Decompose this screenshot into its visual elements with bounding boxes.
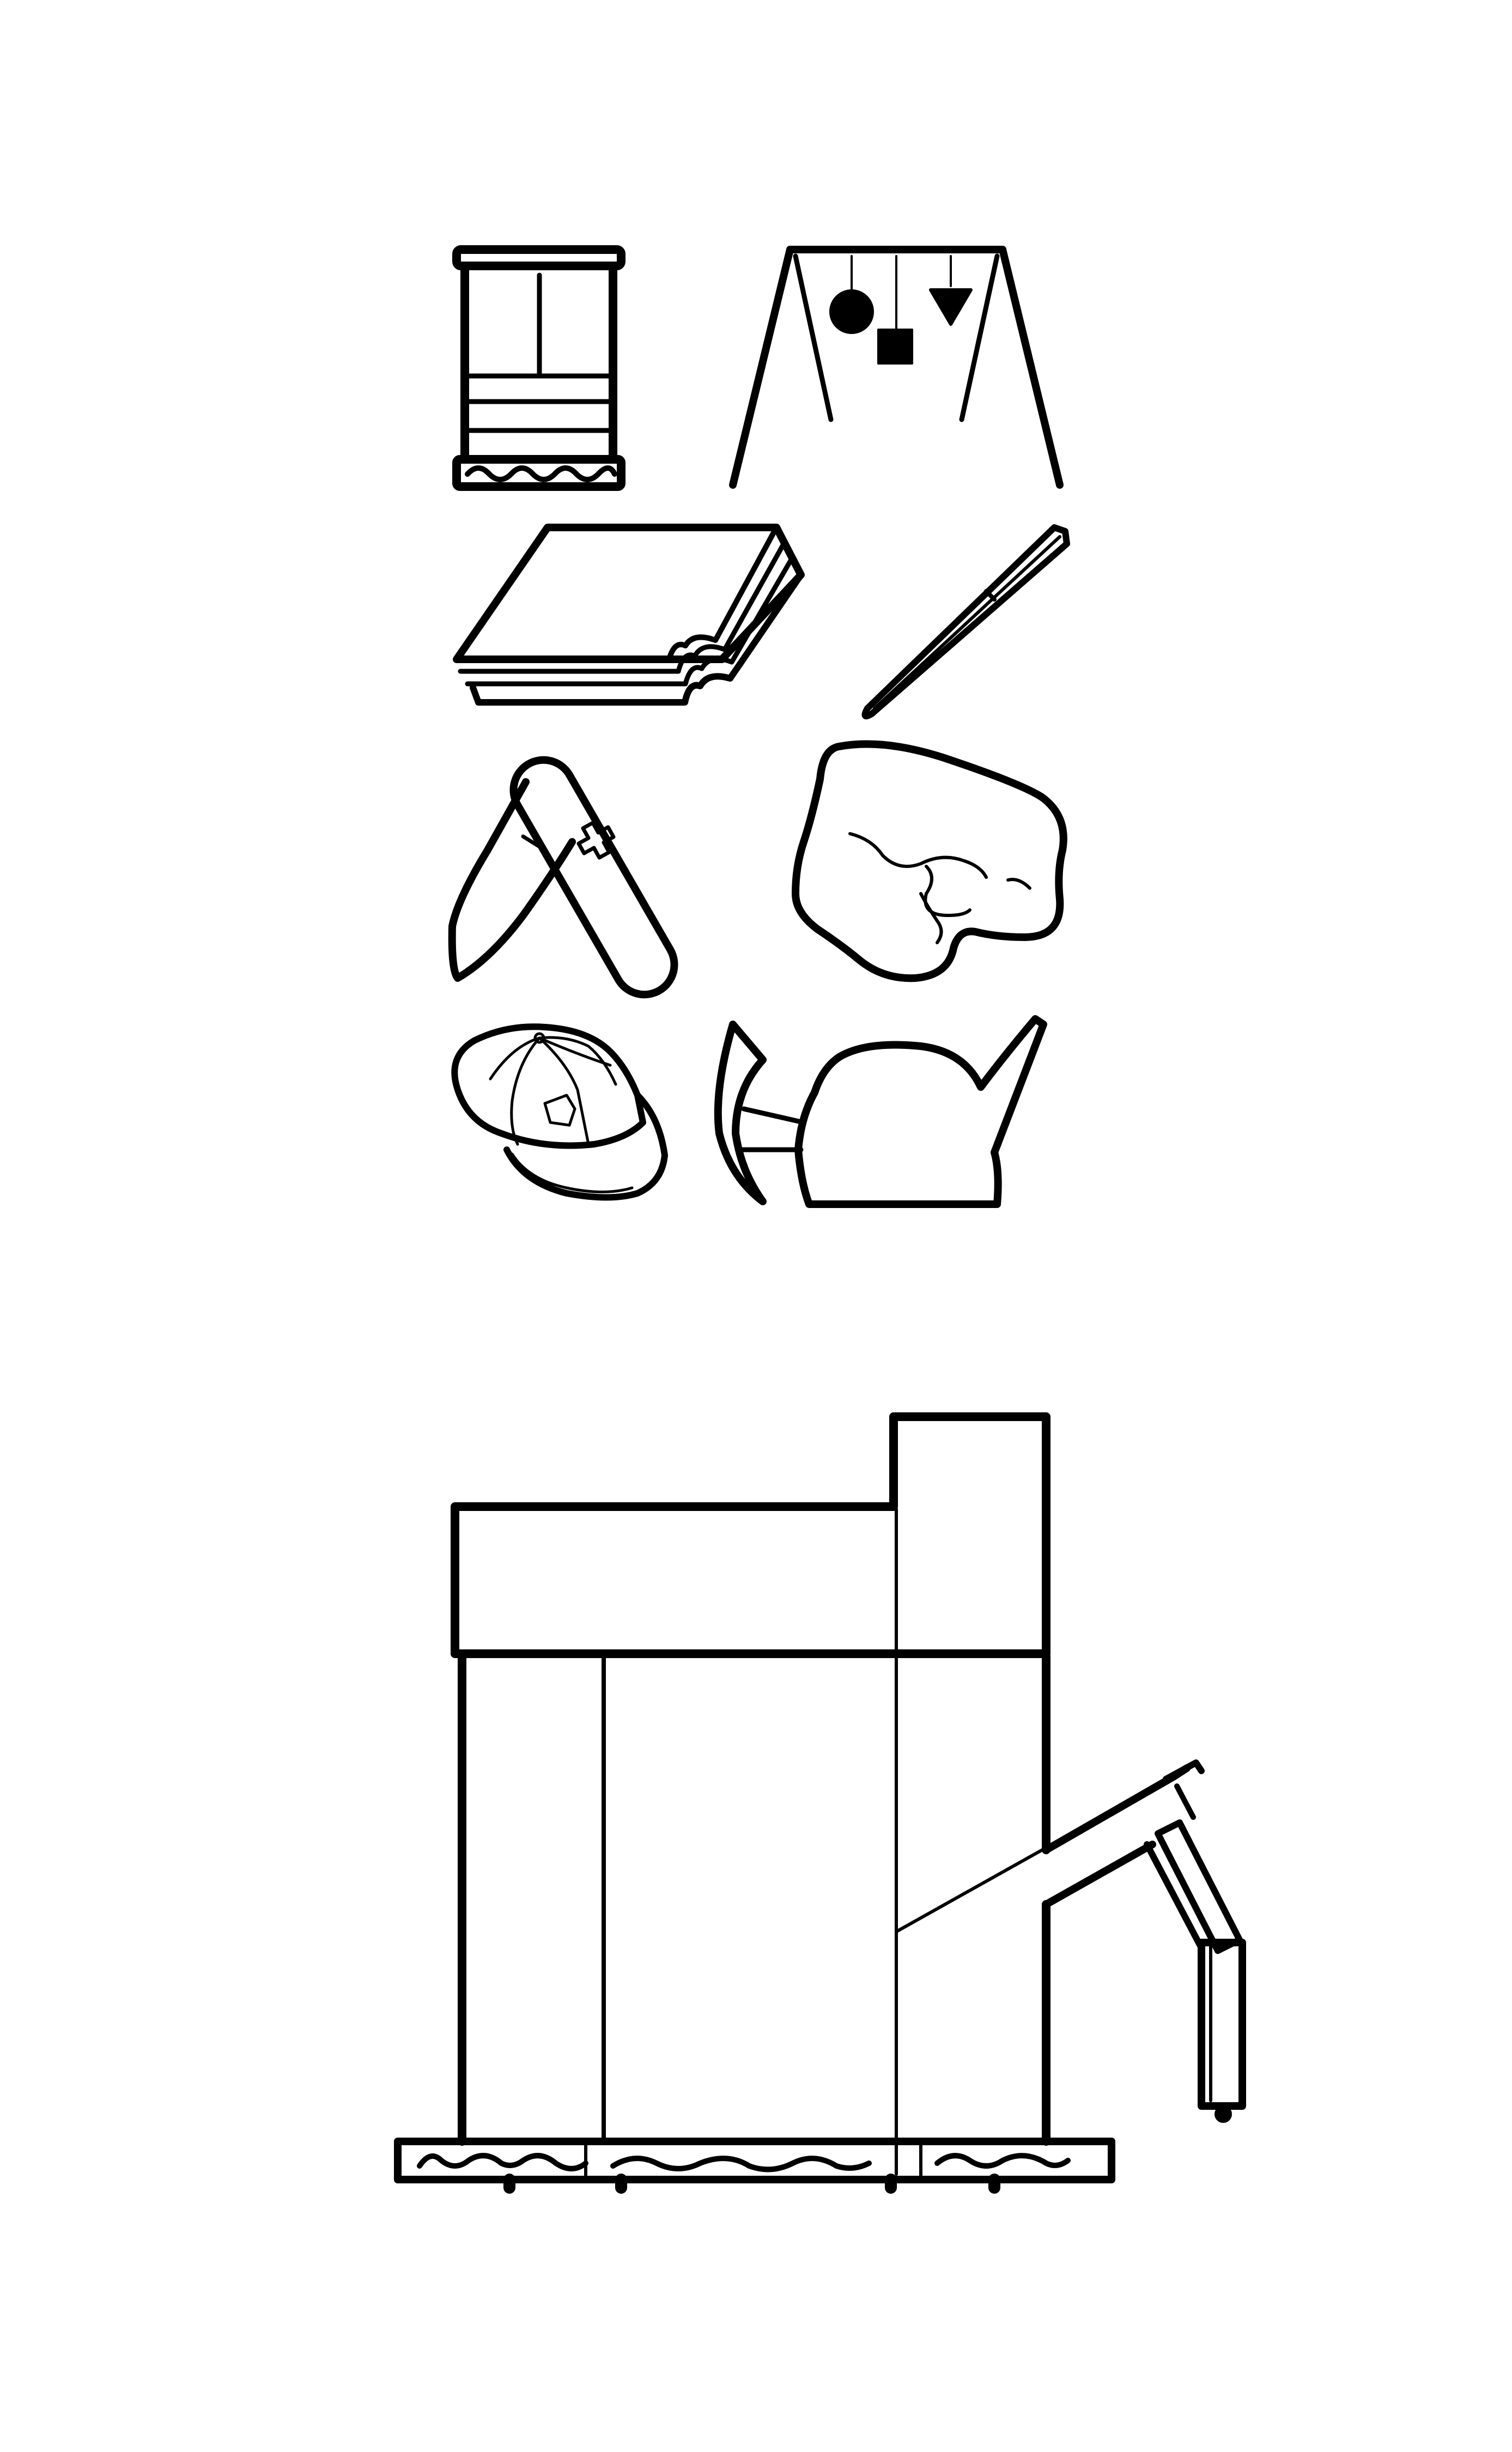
cabinet-icon xyxy=(452,245,626,491)
pickaxe-and-rock-icon xyxy=(714,1015,1047,1208)
building-with-crane-arm xyxy=(394,1412,1246,2194)
pen-icon xyxy=(861,524,1070,720)
swing-set-icon xyxy=(729,246,1064,489)
book-icon xyxy=(453,524,805,706)
baseball-cap-icon xyxy=(451,1023,668,1201)
pocket-knife-icon xyxy=(448,756,678,999)
rock-icon xyxy=(792,740,1067,982)
